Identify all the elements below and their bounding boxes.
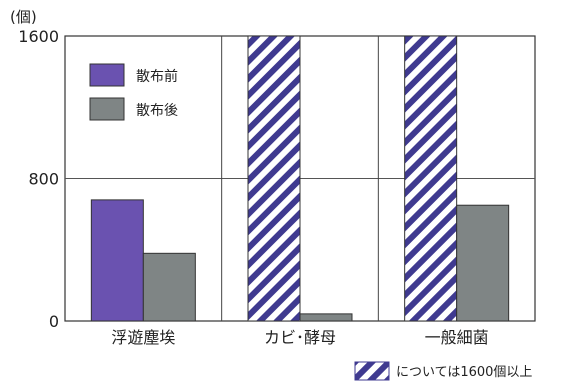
y-tick-label: 0 (49, 312, 59, 331)
bar-before (90, 199, 144, 322)
x-category-label: 浮遊塵埃 (111, 328, 175, 347)
y-tick-label: 1600 (18, 27, 59, 46)
y-unit-label: (個) (10, 8, 37, 26)
legend: 散布前 散布後 (89, 63, 178, 121)
legend-swatch-before (89, 63, 125, 87)
bar-after (456, 204, 510, 322)
bar-before (404, 35, 458, 322)
legend-label-before: 散布前 (136, 68, 178, 85)
x-category-label: カビ･酵母 (264, 328, 336, 347)
legend-swatch-after (89, 97, 125, 121)
legend-label-after: 散布後 (136, 103, 178, 119)
overflow-note: については1600個以上 (354, 361, 532, 381)
x-category-label: 一般細菌 (425, 328, 489, 347)
bar-before (247, 35, 301, 322)
bar-after (142, 252, 196, 322)
overflow-note-text: については1600個以上 (396, 365, 532, 380)
y-tick-label: 800 (28, 170, 59, 189)
bar-after (299, 313, 353, 322)
overflow-note-swatch (354, 361, 390, 381)
